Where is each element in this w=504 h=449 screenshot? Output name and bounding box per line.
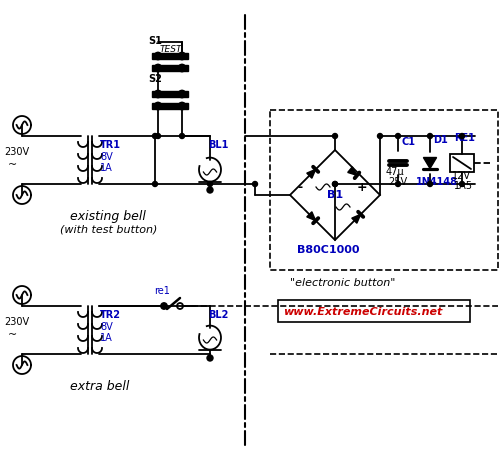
- Text: TEST: TEST: [160, 45, 182, 54]
- Circle shape: [396, 181, 401, 186]
- Polygon shape: [307, 212, 316, 220]
- Bar: [152, 103, 188, 109]
- Bar: [152, 53, 188, 59]
- Text: 1A: 1A: [100, 333, 113, 343]
- Bar: [450, 154, 474, 172]
- Circle shape: [179, 133, 184, 138]
- Text: 230V: 230V: [4, 317, 29, 327]
- Circle shape: [333, 133, 338, 138]
- Circle shape: [333, 181, 338, 186]
- Text: BL2: BL2: [208, 310, 228, 320]
- Circle shape: [460, 181, 465, 186]
- Text: -: -: [297, 181, 302, 194]
- Text: 1A5: 1A5: [454, 181, 473, 191]
- Bar: [270, 110, 498, 270]
- Circle shape: [333, 181, 338, 186]
- Polygon shape: [307, 169, 316, 178]
- Text: S2: S2: [148, 74, 162, 84]
- Circle shape: [253, 181, 258, 186]
- Text: "electronic button": "electronic button": [290, 278, 395, 288]
- Text: B1: B1: [327, 190, 343, 200]
- Bar: [278, 300, 470, 322]
- Polygon shape: [352, 214, 361, 223]
- Text: BL1: BL1: [208, 140, 228, 150]
- Text: RE1: RE1: [454, 133, 475, 143]
- Circle shape: [377, 133, 383, 138]
- Circle shape: [161, 304, 166, 308]
- Circle shape: [427, 181, 432, 186]
- Text: TR1: TR1: [100, 140, 121, 150]
- Bar: [152, 65, 188, 71]
- Text: +: +: [357, 181, 367, 194]
- Text: 25V: 25V: [388, 177, 407, 187]
- Text: ~: ~: [8, 160, 17, 170]
- Text: S1: S1: [148, 36, 162, 46]
- Circle shape: [208, 181, 213, 186]
- Circle shape: [460, 133, 465, 138]
- Text: B80C1000: B80C1000: [297, 245, 359, 255]
- Text: TR2: TR2: [100, 310, 121, 320]
- Circle shape: [207, 187, 213, 193]
- Text: www.ExtremeCircuits.net: www.ExtremeCircuits.net: [283, 307, 443, 317]
- Text: existing bell: existing bell: [70, 210, 146, 223]
- Circle shape: [156, 133, 160, 138]
- Text: (with test button): (with test button): [60, 224, 157, 234]
- Text: ~: ~: [8, 330, 17, 340]
- Circle shape: [153, 133, 157, 138]
- Text: 1A: 1A: [100, 163, 113, 173]
- Bar: [152, 91, 188, 97]
- Circle shape: [396, 133, 401, 138]
- Text: 230V: 230V: [4, 147, 29, 157]
- Circle shape: [207, 355, 213, 361]
- Text: D1: D1: [433, 135, 448, 145]
- Text: 8V: 8V: [100, 152, 113, 162]
- Text: extra bell: extra bell: [70, 380, 130, 393]
- Circle shape: [427, 133, 432, 138]
- Text: 8V: 8V: [100, 322, 113, 332]
- Text: C1: C1: [401, 137, 415, 147]
- Polygon shape: [423, 158, 436, 168]
- Text: 12V: 12V: [452, 171, 471, 181]
- Polygon shape: [348, 167, 357, 176]
- Text: re1: re1: [154, 286, 170, 296]
- Circle shape: [153, 181, 157, 186]
- Text: 1N4148: 1N4148: [416, 177, 458, 187]
- Text: 47μ: 47μ: [386, 167, 405, 177]
